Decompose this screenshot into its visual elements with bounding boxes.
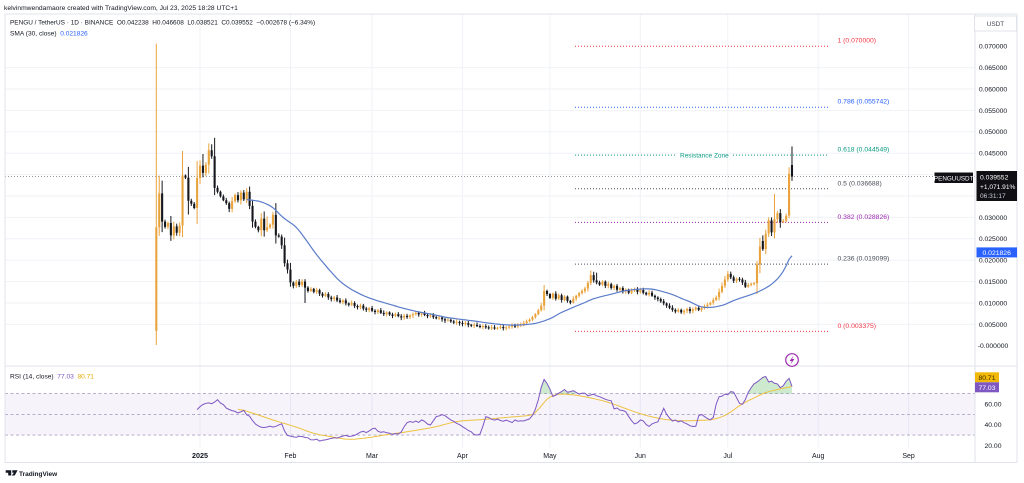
svg-text:40.00: 40.00 (984, 422, 1001, 429)
svg-text:Sep: Sep (902, 453, 915, 460)
svg-text:0 (0.003375): 0 (0.003375) (838, 323, 877, 330)
svg-text:Resistance Zone: Resistance Zone (680, 152, 729, 159)
svg-text:RSI (14, close) 77.03 80.71: RSI (14, close) 77.03 80.71 (10, 374, 94, 381)
svg-text:0.020000: 0.020000 (979, 258, 1008, 265)
svg-text:0.382 (0.028826): 0.382 (0.028826) (838, 214, 890, 221)
svg-text:Feb: Feb (284, 453, 296, 460)
svg-text:Aug: Aug (812, 453, 825, 460)
svg-text:USDT: USDT (987, 21, 1004, 28)
svg-text:0.070000: 0.070000 (979, 44, 1008, 51)
svg-text:May: May (543, 453, 557, 460)
svg-text:0.050000: 0.050000 (979, 129, 1008, 136)
svg-text:0.010000: 0.010000 (979, 300, 1008, 307)
svg-text:PENGUUSDT: PENGUUSDT (934, 175, 974, 182)
svg-text:0.030000: 0.030000 (979, 215, 1008, 222)
svg-text:06:31:17: 06:31:17 (980, 193, 1006, 200)
svg-text:1 (0.070000): 1 (0.070000) (838, 38, 877, 45)
svg-text:0.065000: 0.065000 (979, 65, 1008, 72)
svg-text:0.5 (0.036688): 0.5 (0.036688) (838, 180, 882, 187)
svg-text:+1,071.91%: +1,071.91% (980, 184, 1016, 191)
svg-text:0.039552: 0.039552 (980, 175, 1009, 182)
svg-text:0.045000: 0.045000 (979, 151, 1008, 158)
svg-text:0.025000: 0.025000 (979, 236, 1008, 243)
svg-text:60.00: 60.00 (984, 401, 1001, 408)
svg-text:SMA (30, close) 0.021826: SMA (30, close) 0.021826 (10, 31, 88, 38)
svg-text:20.00: 20.00 (984, 443, 1001, 450)
svg-text:0.236 (0.019099): 0.236 (0.019099) (838, 256, 890, 263)
svg-text:Apr: Apr (457, 453, 469, 460)
svg-text:kelvinmwendamaore created with: kelvinmwendamaore created with TradingVi… (4, 5, 238, 12)
svg-text:Jun: Jun (635, 453, 646, 460)
svg-text:0.618 (0.044549): 0.618 (0.044549) (838, 147, 890, 154)
svg-text:Jul: Jul (723, 453, 732, 460)
svg-text:0.786 (0.055742): 0.786 (0.055742) (838, 99, 890, 106)
svg-text:TradingView: TradingView (19, 471, 58, 478)
svg-text:0.060000: 0.060000 (979, 86, 1008, 93)
svg-text:0.055000: 0.055000 (979, 108, 1008, 115)
svg-text:0.015000: 0.015000 (979, 279, 1008, 286)
svg-text:0.021826: 0.021826 (983, 250, 1012, 257)
svg-text:PENGU / TetherUS · 1D · BINANC: PENGU / TetherUS · 1D · BINANCE O0.04223… (10, 20, 315, 27)
svg-text:2025: 2025 (192, 451, 208, 460)
svg-text:-0.000000: -0.000000 (978, 343, 1009, 350)
svg-text:80.71: 80.71 (978, 375, 995, 382)
svg-text:Mar: Mar (366, 453, 379, 460)
svg-text:0.005000: 0.005000 (979, 322, 1008, 329)
svg-text:77.03: 77.03 (978, 385, 995, 392)
